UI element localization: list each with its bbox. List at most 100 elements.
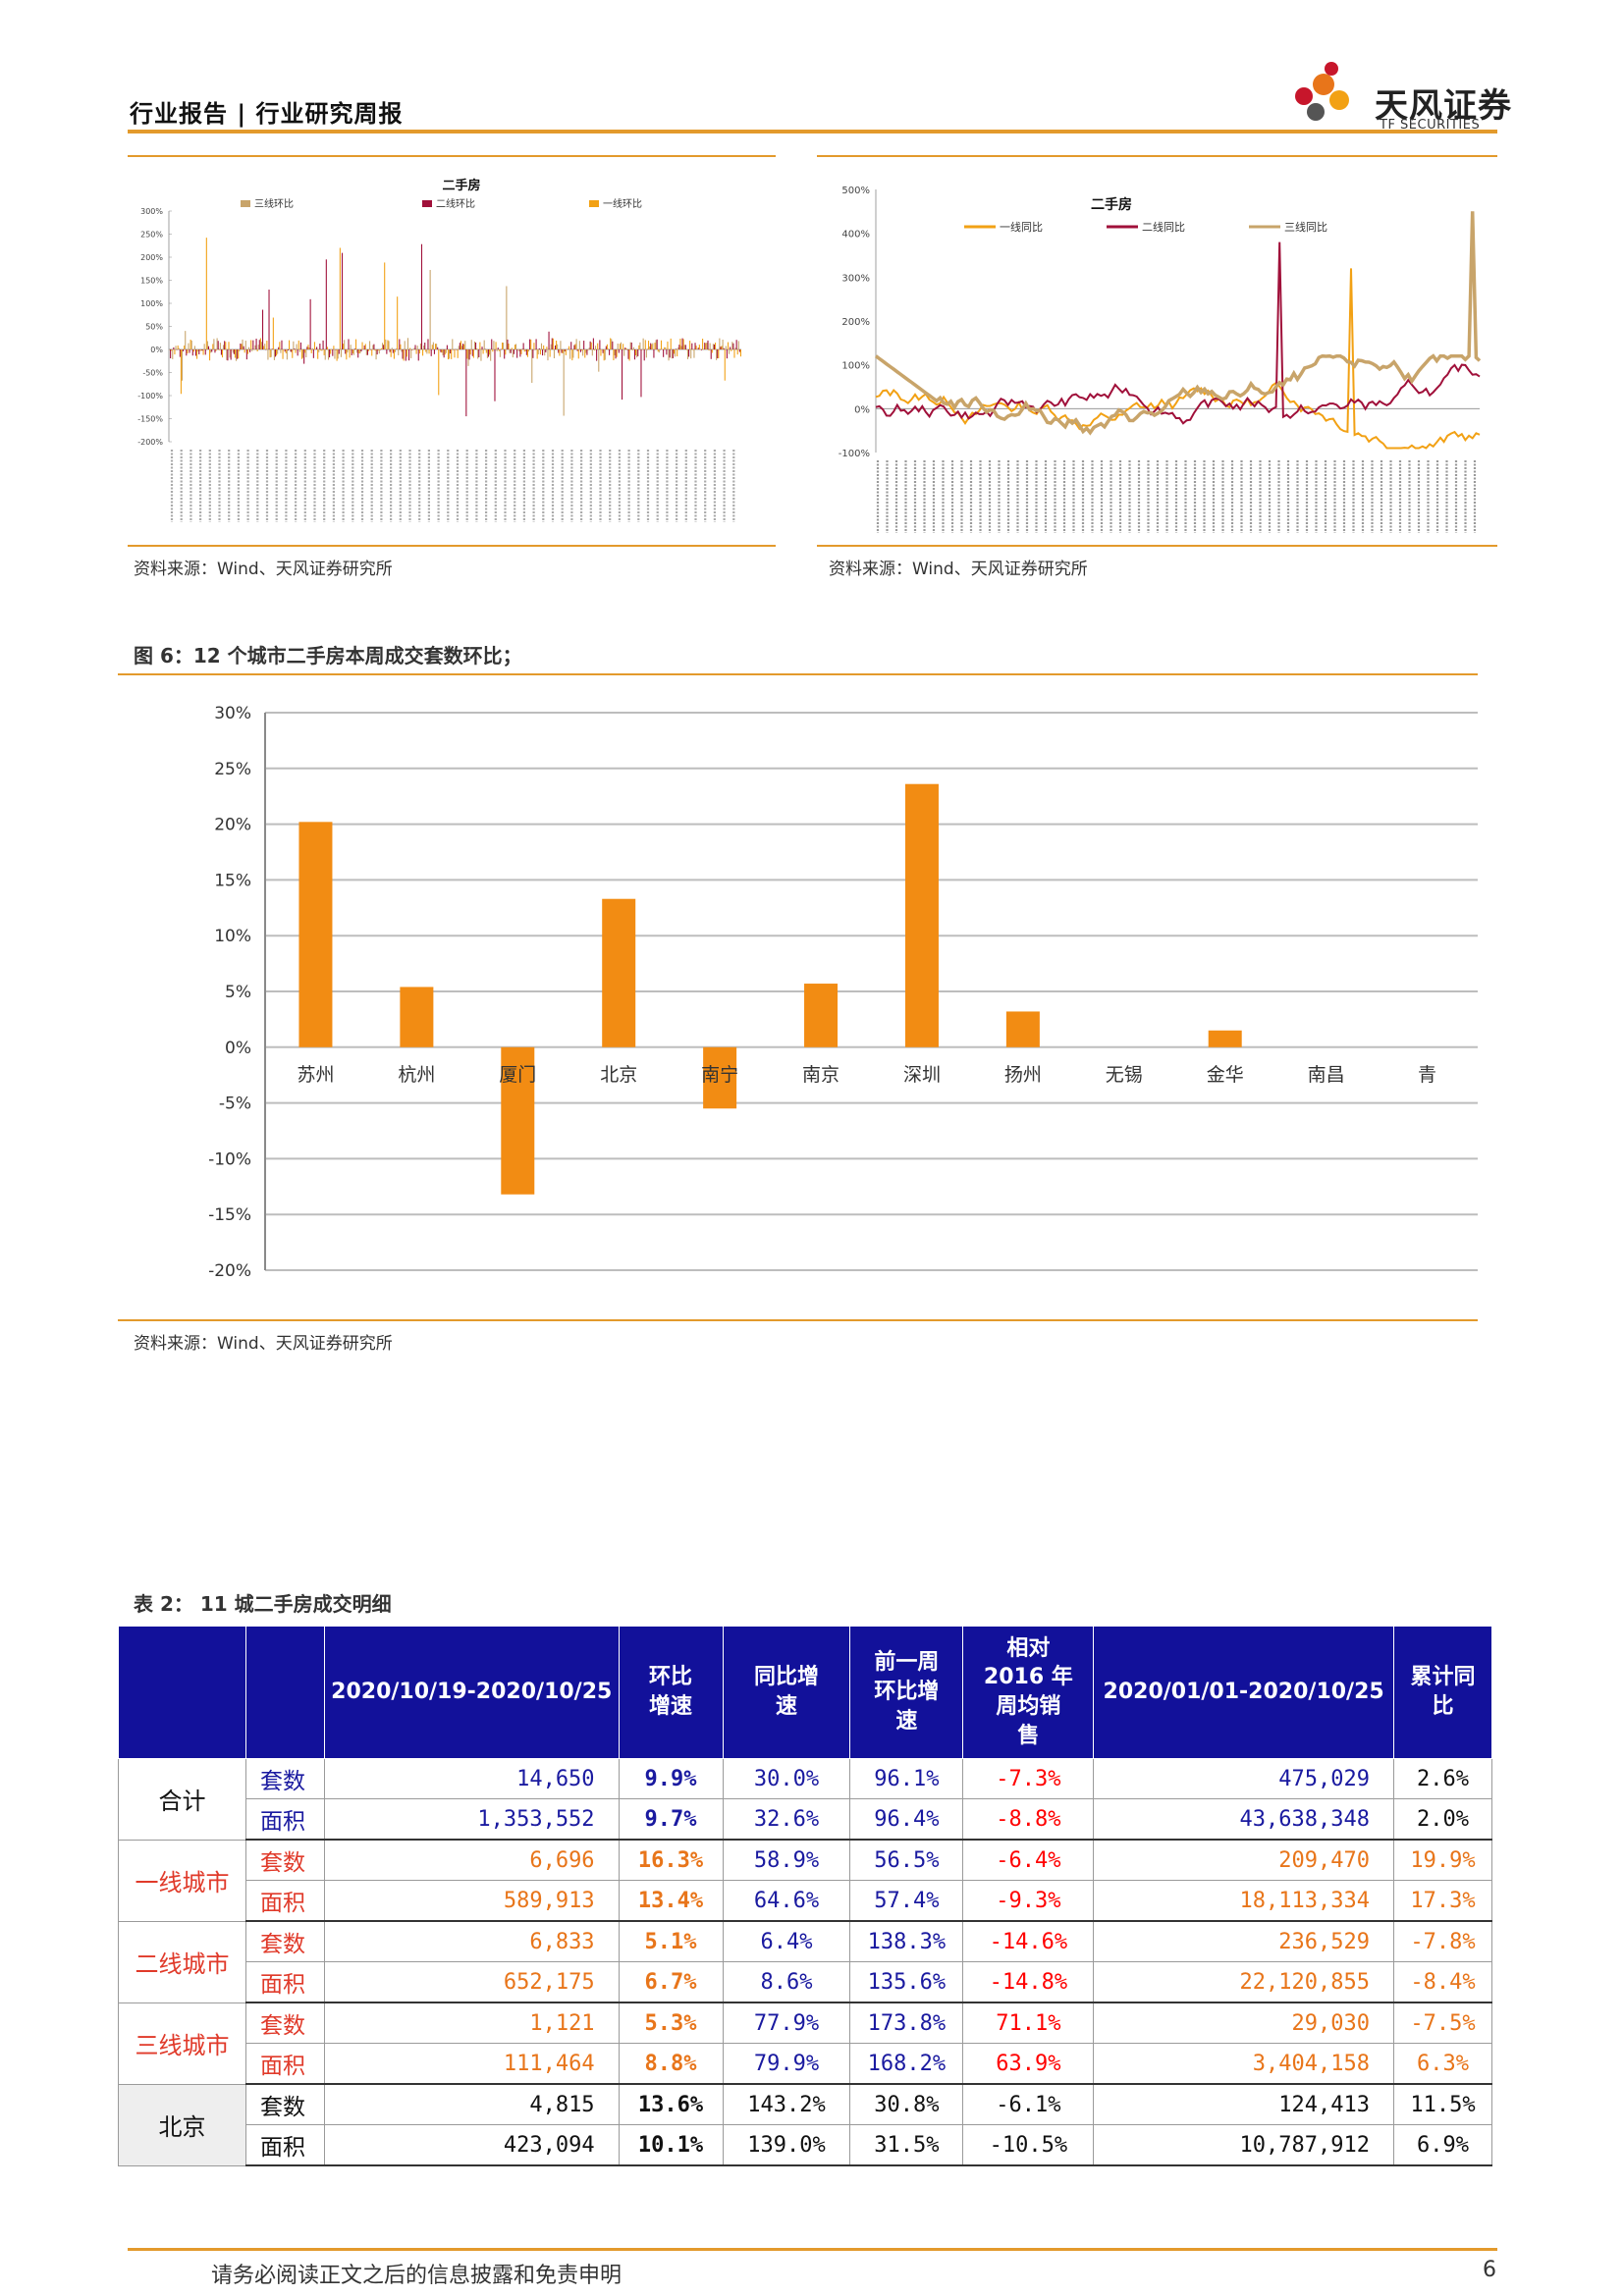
bar [438, 349, 440, 396]
figure6-title: 图 6：12 个城市二手房本周成交套数环比； [134, 644, 522, 667]
bar [635, 349, 637, 356]
legend-label: 二线同比 [1142, 220, 1185, 234]
bar [550, 344, 552, 349]
bar [703, 1046, 737, 1109]
bar [726, 349, 728, 359]
bar [514, 345, 516, 349]
table-cell: 589,913 [323, 1880, 620, 1922]
bar [676, 348, 677, 349]
bar [590, 342, 592, 349]
bar [209, 349, 211, 361]
top-right-panel-bottom-line [817, 545, 1497, 547]
bar [617, 344, 619, 349]
table-cell: 6.4% [722, 1920, 851, 1962]
bar [682, 339, 684, 349]
bar [417, 349, 419, 361]
row-metric-label: 套数 [244, 2002, 325, 2044]
bar [401, 349, 403, 352]
bar [711, 349, 713, 353]
bar [309, 298, 311, 349]
bar [650, 343, 652, 349]
table-row: 北京 套数 4,815 13.6% 143.2% 30.8% -6.1% 124,413 11.… [118, 2083, 1493, 2166]
category-label: 北京 [600, 1064, 637, 1086]
bar [207, 346, 210, 349]
bar [543, 345, 545, 349]
bar [451, 349, 453, 359]
bar [553, 349, 555, 358]
row-metric-label: 面积 [244, 1880, 325, 1922]
bar [211, 349, 213, 352]
bar [568, 346, 570, 349]
bar [362, 348, 364, 350]
bar [204, 349, 206, 355]
table-cell: 143.2% [722, 2083, 851, 2125]
bar [511, 347, 513, 349]
category-label: 厦门 [499, 1064, 536, 1086]
bar [393, 349, 395, 359]
bar [717, 349, 719, 359]
bar [432, 342, 434, 349]
row-metric-label: 面积 [244, 2124, 325, 2166]
bar [575, 339, 577, 349]
bar [324, 349, 326, 360]
bar [598, 349, 600, 372]
bar [508, 344, 510, 349]
bar [427, 339, 429, 349]
bar [171, 349, 173, 351]
bar [662, 349, 664, 350]
bar [618, 349, 620, 353]
bar [702, 339, 704, 349]
bar [429, 269, 431, 349]
table-cell: -7.3% [962, 1758, 1095, 1799]
table-cell: 71.1% [962, 2002, 1095, 2044]
y-tick-label: -150% [137, 415, 163, 424]
legend-swatch [589, 200, 599, 207]
bar [369, 341, 371, 349]
table-cell: -14.6% [962, 1920, 1095, 1962]
bar [436, 344, 438, 349]
bar [646, 348, 648, 350]
bar [536, 349, 538, 359]
bar [462, 344, 464, 349]
bar [240, 343, 242, 349]
bar [200, 349, 202, 351]
bar [226, 349, 228, 360]
bar [228, 342, 230, 349]
bar [582, 349, 584, 356]
tf-securities-logo [1295, 62, 1349, 121]
bar [615, 349, 617, 359]
bar [730, 347, 731, 349]
series-line [874, 211, 1482, 436]
bar [631, 349, 633, 350]
bar [259, 338, 261, 349]
bar [201, 349, 203, 351]
bar [688, 349, 690, 357]
bar [306, 347, 308, 349]
bar [597, 343, 599, 349]
y-tick-label: 200% [841, 317, 870, 328]
bar [558, 349, 560, 353]
bar [258, 340, 260, 349]
bar [540, 343, 543, 349]
bar [388, 341, 390, 349]
bar [189, 349, 190, 353]
bar [473, 341, 476, 349]
bar [501, 1046, 535, 1195]
bar [327, 349, 330, 360]
bar [187, 349, 189, 353]
bar [551, 338, 553, 349]
bar [464, 341, 466, 349]
bar [640, 349, 642, 398]
table-cell: 139.0% [722, 2124, 851, 2166]
table-cell: 10.1% [618, 2124, 724, 2166]
bar [491, 339, 493, 349]
category-label: 苏州 [297, 1064, 334, 1086]
bar [533, 343, 535, 349]
bar [671, 349, 673, 359]
bar [386, 349, 388, 354]
table-row: 面积 1,353,552 9.7% 32.6% 96.4% -8.8% 43,638,348… [119, 1798, 1493, 1841]
table-cell: 1,121 [323, 2002, 620, 2044]
bar [332, 349, 334, 356]
bar [321, 349, 323, 351]
bar [694, 343, 696, 349]
